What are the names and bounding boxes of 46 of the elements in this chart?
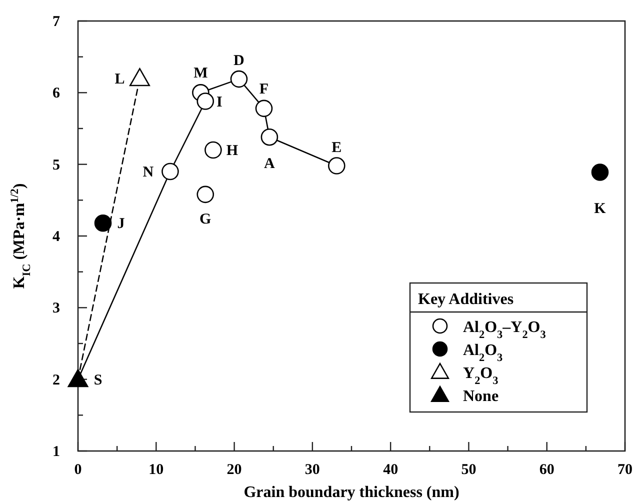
x-tick-label: 50 bbox=[461, 462, 476, 478]
y-tick-label: 3 bbox=[52, 300, 60, 317]
y-tick-label: 5 bbox=[52, 157, 60, 174]
y-tick-label: 2 bbox=[52, 372, 60, 388]
x-tick-label: 0 bbox=[74, 462, 82, 478]
legend-title: Key Additives bbox=[418, 291, 514, 308]
annotation: D bbox=[234, 53, 245, 70]
legend-label: Al$_{2}$O$_{3}$–Y$_{2}$O$_{3}$ bbox=[463, 319, 546, 341]
annotation: I bbox=[216, 94, 222, 110]
y-tick-label: 1 bbox=[52, 444, 60, 460]
x-tick-label: 30 bbox=[304, 462, 320, 478]
legend-label: None bbox=[463, 388, 499, 405]
annotation: K bbox=[594, 201, 606, 218]
x-axis-title: Grain boundary thickness (nm) bbox=[244, 484, 460, 501]
point bbox=[196, 186, 214, 204]
annotation: G bbox=[200, 211, 212, 228]
point bbox=[260, 128, 278, 146]
x-tick-label: 10 bbox=[148, 462, 164, 478]
annotation: N bbox=[142, 164, 154, 180]
point bbox=[255, 100, 273, 118]
x-tick-label: 20 bbox=[226, 462, 242, 478]
annotation: J bbox=[117, 216, 126, 232]
x-tick-label: 40 bbox=[383, 462, 398, 478]
point bbox=[68, 369, 88, 388]
annotation: E bbox=[332, 140, 342, 156]
annotation: M bbox=[194, 66, 208, 82]
point bbox=[328, 157, 346, 174]
point bbox=[230, 70, 248, 88]
legend-label: Al$_{2}$O$_{3}$ bbox=[463, 342, 504, 364]
point bbox=[591, 164, 609, 181]
x-tick-label: 70 bbox=[618, 462, 632, 478]
point bbox=[204, 141, 222, 159]
annotation: S bbox=[94, 372, 102, 388]
annotation: H bbox=[226, 143, 238, 159]
annotation: A bbox=[264, 156, 276, 172]
point bbox=[162, 162, 179, 180]
point bbox=[196, 92, 214, 110]
y-tick-label: 4 bbox=[52, 229, 60, 245]
y-tick-label: 7 bbox=[52, 14, 60, 30]
y-tick-label: 6 bbox=[52, 86, 60, 102]
legend-label: Y$_{2}$O$_{3}$ bbox=[463, 365, 499, 387]
annotation: L bbox=[114, 71, 125, 88]
x-tick-label: 60 bbox=[539, 462, 554, 478]
annotation: F bbox=[259, 81, 269, 98]
point bbox=[129, 68, 150, 86]
point bbox=[94, 214, 112, 232]
